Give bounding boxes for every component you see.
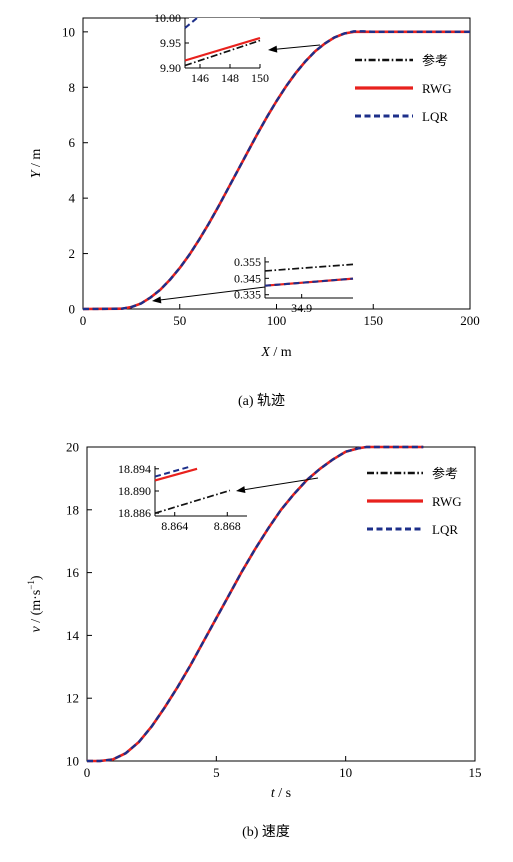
- y-tick-label: 14: [66, 628, 80, 643]
- inset-y-tick-label: 10.00: [154, 11, 181, 25]
- x-tick-label: 200: [460, 313, 480, 328]
- legend-label: 参考: [432, 466, 458, 481]
- y-tick-label: 0: [69, 302, 76, 317]
- inset-series-line: [154, 465, 191, 478]
- y-tick-label: 6: [69, 135, 76, 150]
- x-tick-label: 10: [339, 765, 352, 780]
- inset-background: [185, 18, 260, 68]
- legend-label: LQR: [432, 522, 458, 537]
- inset-y-tick-label: 0.335: [234, 288, 261, 302]
- inset-y-tick-label: 18.886: [118, 506, 151, 520]
- inset-y-tick-label: 18.894: [118, 462, 151, 476]
- inset-series-line: [264, 263, 354, 272]
- trajectory-chart: 0 50 100 150 200 0 2 4 6 8 10 X / m Y / m (a) 轨迹 参考 RWG…: [29, 11, 480, 409]
- inset-x-tick-label: 34.9: [291, 301, 312, 315]
- x-axis-label: t / s: [271, 786, 291, 801]
- inset-x-tick-label: 148: [221, 71, 239, 85]
- y-tick-label: 18: [66, 502, 79, 517]
- inset-y-tick-label: 0.345: [234, 271, 261, 285]
- inset-series-line: [184, 36, 261, 62]
- y-tick-label: 10: [62, 24, 75, 39]
- zoom-arrow-shaft: [244, 477, 319, 491]
- inset-y-tick-label: 18.890: [118, 484, 151, 498]
- inset-series-line: [184, 17, 198, 29]
- inset-series-line: [154, 489, 231, 515]
- figure-caption: (a) 轨迹: [238, 393, 285, 409]
- inset-zoom: 8.864 8.868 18.886 18.890 18.894: [118, 462, 247, 533]
- inset-y-tick-label: 9.90: [160, 61, 181, 75]
- x-tick-label: 150: [364, 313, 384, 328]
- plot-frame: [86, 446, 476, 762]
- velocity-chart: 0 5 10 15 10 12 14 16 18 20 t / s v / (m·s−1) (b) 速度…: [26, 440, 482, 841]
- x-tick-label: 100: [267, 313, 287, 328]
- inset-zoom: 34.9 0.335 0.345 0.355: [234, 255, 354, 315]
- y-tick-label: 20: [66, 440, 79, 455]
- inset-x-tick-label: 150: [251, 71, 269, 85]
- x-tick-label: 0: [84, 765, 91, 780]
- inset-series-line: [154, 467, 198, 482]
- y-axis-label: Y / m: [29, 149, 44, 179]
- x-tick-label: 15: [469, 765, 482, 780]
- series-line-dashed: [87, 445, 424, 763]
- legend-label: LQR: [422, 109, 448, 124]
- inset-background: [265, 257, 353, 298]
- y-tick-label: 2: [69, 246, 76, 261]
- legend-label: 参考: [422, 53, 448, 68]
- y-tick-label: 12: [66, 691, 79, 706]
- legend-label: RWG: [422, 81, 452, 96]
- inset-series-line: [264, 277, 354, 287]
- x-tick-label: 5: [213, 765, 220, 780]
- inset-zoom: 146 148 150 9.90 9.95 10.00: [154, 11, 269, 85]
- y-axis-label: v / (m·s−1): [26, 575, 44, 632]
- inset-y-tick-label: 9.95: [160, 36, 181, 50]
- y-tick-label: 16: [66, 565, 80, 580]
- inset-x-tick-label: 8.868: [214, 519, 241, 533]
- figure-caption: (b) 速度: [242, 824, 290, 840]
- legend-label: RWG: [432, 494, 462, 509]
- inset-x-tick-label: 146: [191, 71, 209, 85]
- zoom-arrow-head: [236, 486, 246, 494]
- x-tick-label: 0: [80, 313, 87, 328]
- series-line-dashed: [82, 30, 470, 311]
- zoom-arrow-head: [152, 296, 162, 304]
- inset-x-tick-label: 8.864: [161, 519, 188, 533]
- inset-y-tick-label: 0.355: [234, 255, 261, 269]
- zoom-arrow-shaft: [276, 44, 321, 50]
- zoom-arrow-head: [268, 45, 278, 53]
- y-tick-label: 4: [69, 191, 76, 206]
- inset-background: [155, 466, 247, 516]
- x-axis-label: X / m: [260, 345, 291, 360]
- y-tick-label: 8: [69, 80, 76, 95]
- x-tick-label: 50: [173, 313, 186, 328]
- zoom-arrow-shaft: [160, 286, 266, 301]
- y-tick-label: 10: [66, 754, 79, 769]
